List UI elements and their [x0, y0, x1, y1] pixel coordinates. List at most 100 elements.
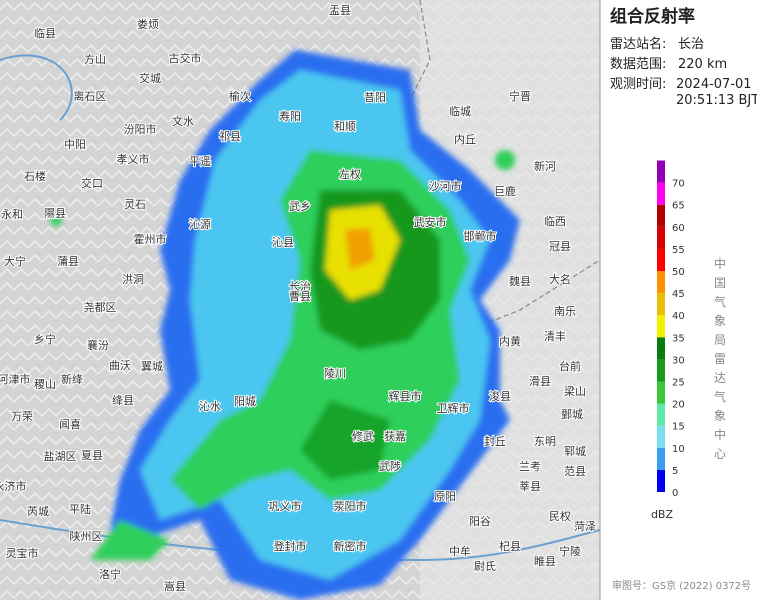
info-panel — [600, 0, 757, 600]
place-label: 尉氏 — [474, 559, 496, 573]
place-label: 武乡 — [289, 200, 311, 213]
place-label: 洛宁 — [99, 567, 121, 581]
place-label: 嵩县 — [164, 580, 186, 593]
range: 220 km — [678, 57, 727, 72]
place-label: 武陟 — [379, 459, 401, 473]
legend-tick-label: 10 — [672, 444, 685, 455]
place-label: 冠县 — [549, 240, 571, 253]
legend-swatch — [657, 293, 665, 316]
place-label: 河津市 — [0, 372, 31, 386]
credit-char: 中 — [714, 427, 726, 442]
radar-site — [297, 297, 303, 303]
place-label: 榆次 — [229, 89, 251, 103]
place-label: 大名 — [549, 272, 571, 286]
place-label: 和顺 — [334, 120, 356, 133]
place-label: 南乐 — [554, 305, 576, 318]
legend-tick-label: 5 — [672, 466, 678, 477]
place-label: 沙河市 — [429, 179, 462, 193]
approval: 审图号：GS京 (2022) 0372号 — [612, 579, 751, 592]
credit-char: 象 — [714, 409, 726, 423]
place-label: 鄄城 — [561, 408, 583, 421]
place-label: 新河 — [534, 159, 556, 173]
place-label: 芮城 — [27, 504, 49, 518]
place-label: 登封市 — [274, 539, 307, 553]
legend-swatch — [657, 359, 665, 382]
legend-swatch — [657, 315, 665, 338]
place-label: 兰考 — [519, 460, 541, 473]
place-label: 宁晋 — [509, 89, 531, 103]
place-label: 汾阳市 — [124, 122, 157, 136]
place-label: 清丰 — [544, 330, 566, 343]
place-label: 石楼 — [24, 169, 46, 183]
legend-swatch — [657, 204, 665, 227]
legend-tick-label: 20 — [672, 400, 685, 411]
date: 2024-07-01 — [676, 77, 752, 92]
place-label: 灵石 — [124, 198, 146, 211]
place-label: 盐湖区 — [44, 450, 77, 463]
legend-swatch — [657, 248, 665, 271]
legend-tick-label: 0 — [672, 488, 678, 499]
place-label: 陕州区 — [70, 529, 103, 543]
place-label: 内丘 — [454, 132, 476, 146]
place-label: 绛县 — [112, 393, 134, 407]
place-label: 菏泽 — [574, 520, 596, 533]
legend-swatch — [657, 403, 665, 426]
place-label: 巩义市 — [269, 499, 302, 513]
place-label: 巨鹿 — [494, 184, 516, 198]
place-label: 莘县 — [519, 479, 541, 493]
place-label: 睢县 — [534, 555, 556, 568]
place-label: 东明 — [534, 435, 556, 448]
place-label: 卫辉市 — [437, 401, 470, 415]
legend-swatch — [657, 425, 665, 448]
place-label: 阳城 — [234, 395, 256, 408]
place-label: 大宁 — [4, 254, 26, 268]
place-label: 祁县 — [219, 129, 241, 143]
place-label: 交口 — [81, 176, 103, 190]
legend-swatch — [657, 182, 665, 205]
legend-tick-label: 50 — [672, 267, 685, 278]
river — [0, 54, 73, 121]
place-label: 平遥 — [189, 155, 211, 168]
legend-tick-label: 55 — [672, 245, 685, 256]
place-label: 离石区 — [74, 89, 107, 103]
place-label: 娄烦 — [137, 18, 159, 31]
place-label: 文水 — [172, 114, 194, 128]
credit-char: 雷 — [714, 352, 726, 366]
place-label: 中牟 — [449, 544, 471, 558]
place-label: 稷山 — [34, 378, 56, 391]
place-label: 荥阳市 — [334, 499, 367, 513]
place-label: 盂县 — [329, 4, 351, 17]
place-label: 封丘 — [484, 434, 506, 448]
place-label: 浚县 — [489, 389, 511, 403]
place-label: 滑县 — [529, 375, 551, 388]
place-label: 临西 — [544, 214, 566, 228]
place-label: 新密市 — [334, 539, 367, 553]
place-label: 襄汾 — [87, 338, 109, 352]
legend-tick-label: 40 — [672, 311, 685, 322]
legend-swatch — [657, 447, 665, 470]
time-label: 观测时间: — [610, 77, 666, 92]
station: 长治 — [678, 37, 704, 52]
legend-tick-label: 65 — [672, 201, 685, 212]
credit-char: 象 — [714, 314, 726, 328]
place-label: 获嘉 — [384, 429, 406, 443]
place-label: 临城 — [449, 104, 471, 118]
place-label: 杞县 — [499, 539, 521, 553]
place-label: 魏县 — [509, 274, 531, 288]
place-label: 曹县 — [289, 290, 311, 303]
place-label: 原阳 — [434, 490, 456, 503]
place-label: 隰县 — [44, 207, 66, 220]
place-label: 翼城 — [141, 360, 163, 373]
legend-swatch — [657, 381, 665, 404]
place-label: 蒲县 — [57, 254, 79, 268]
legend-swatch — [657, 271, 665, 294]
legend-tick-label: 15 — [672, 422, 685, 433]
place-label: 灵宝市 — [6, 546, 39, 560]
credit-char: 气 — [714, 294, 726, 309]
legend-swatch — [657, 226, 665, 249]
province-border — [399, 0, 601, 331]
place-label: 霍州市 — [134, 232, 167, 246]
place-label: 寿阳 — [279, 109, 301, 123]
